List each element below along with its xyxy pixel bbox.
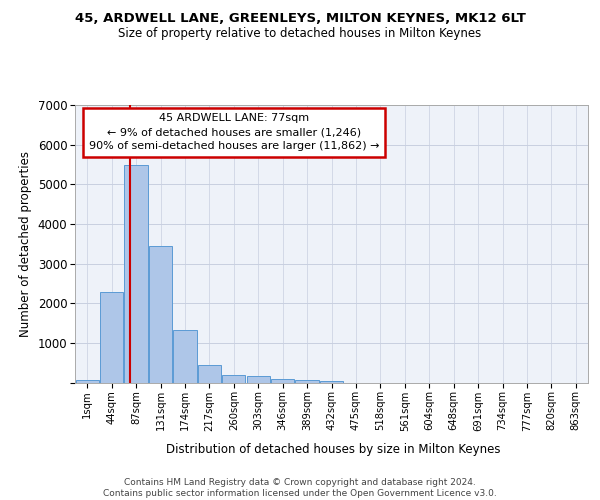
Bar [295, 380, 319, 382]
Bar [247, 376, 270, 382]
Bar [198, 366, 221, 382]
Bar [149, 246, 172, 382]
Bar [124, 165, 148, 382]
Text: Distribution of detached houses by size in Milton Keynes: Distribution of detached houses by size … [166, 442, 500, 456]
Text: 45 ARDWELL LANE: 77sqm
← 9% of detached houses are smaller (1,246)
90% of semi-d: 45 ARDWELL LANE: 77sqm ← 9% of detached … [89, 114, 379, 152]
Bar [100, 292, 123, 382]
Y-axis label: Number of detached properties: Number of detached properties [19, 151, 32, 337]
Bar [173, 330, 197, 382]
Bar [76, 380, 99, 382]
Text: Size of property relative to detached houses in Milton Keynes: Size of property relative to detached ho… [118, 28, 482, 40]
Text: 45, ARDWELL LANE, GREENLEYS, MILTON KEYNES, MK12 6LT: 45, ARDWELL LANE, GREENLEYS, MILTON KEYN… [74, 12, 526, 26]
Bar [271, 380, 294, 382]
Bar [222, 376, 245, 382]
Text: Contains HM Land Registry data © Crown copyright and database right 2024.
Contai: Contains HM Land Registry data © Crown c… [103, 478, 497, 498]
